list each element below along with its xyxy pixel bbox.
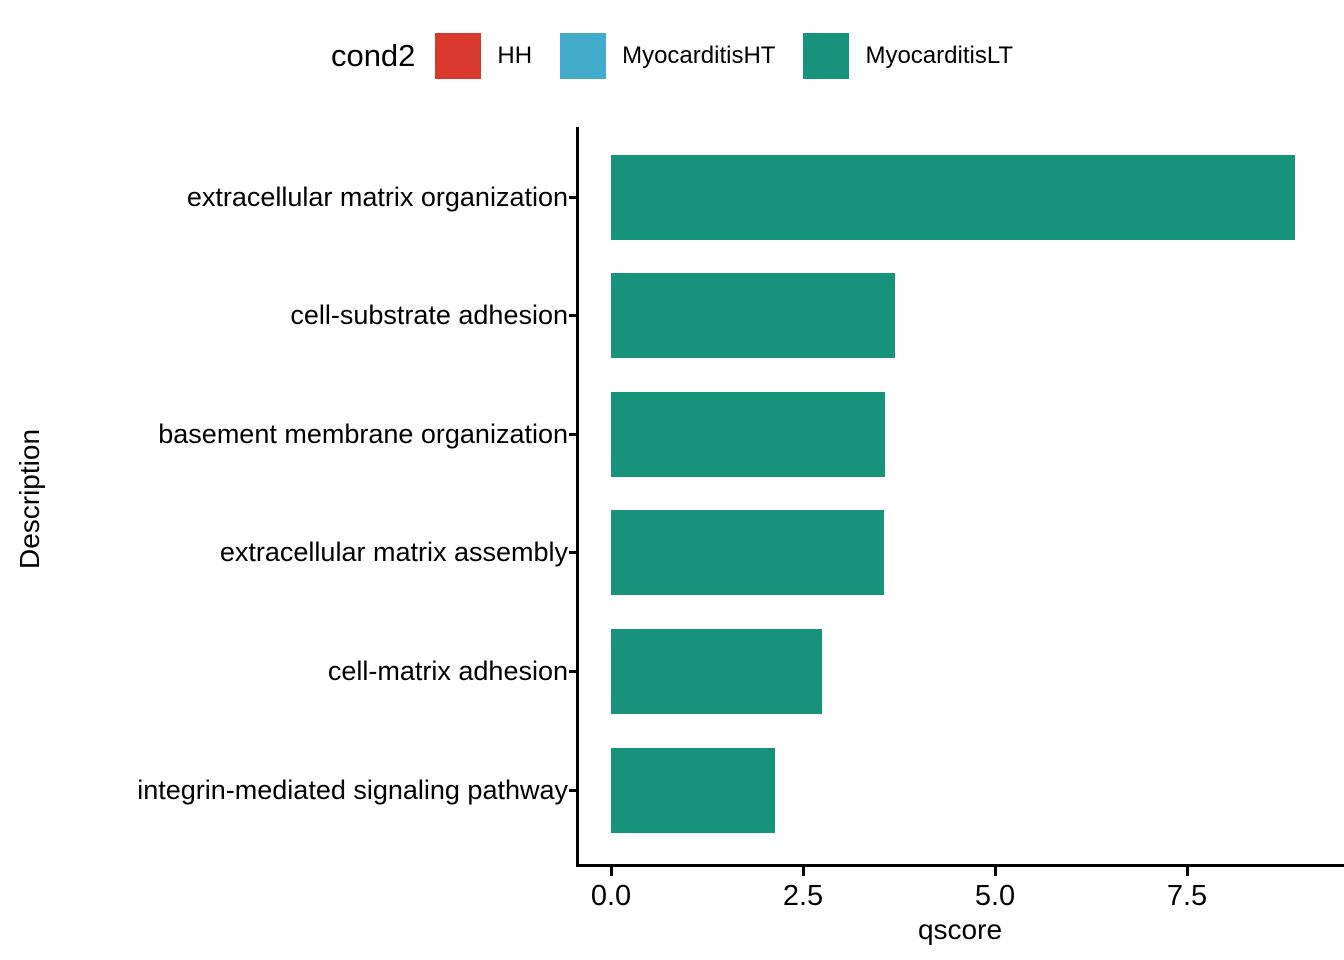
bar (611, 154, 1295, 240)
bar (611, 510, 884, 596)
legend-item-hh: HH (435, 33, 532, 79)
bar (611, 273, 896, 359)
x-axis-title: qscore (917, 914, 1003, 945)
bar (611, 628, 823, 714)
x-tick-label: 5.0 (974, 880, 1016, 912)
legend-swatch-myocarditislt (803, 33, 850, 79)
legend-title: cond2 (330, 38, 416, 73)
x-tick-mark (609, 867, 613, 876)
legend-label-myocarditislt: MyocarditisLT (865, 42, 1014, 69)
legend-swatch-hh (435, 33, 482, 79)
bar (611, 391, 886, 477)
y-tick-mark (569, 195, 576, 199)
x-tick-mark (801, 867, 805, 876)
y-axis-label: cell-matrix adhesion (327, 655, 568, 686)
bar (611, 747, 775, 833)
legend: cond2 HH MyocarditisHT MyocarditisLT (0, 26, 1344, 86)
x-tick-label: 2.5 (782, 880, 824, 912)
y-tick-mark (569, 314, 576, 318)
x-tick-label: 0.0 (590, 880, 632, 912)
y-tick-mark (569, 788, 576, 792)
x-tick-mark (1185, 867, 1189, 876)
x-tick-mark (993, 867, 997, 876)
x-axis-line (576, 864, 1344, 867)
y-axis-label: extracellular matrix assembly (219, 537, 568, 568)
legend-swatch-myocarditisht (560, 33, 607, 79)
y-axis-label: integrin-mediated signaling pathway (137, 774, 568, 805)
y-axis-line (576, 127, 579, 867)
y-axis-label: basement membrane organization (158, 418, 568, 449)
legend-item-myocarditislt: MyocarditisLT (803, 33, 1013, 79)
y-axis-label: cell-substrate adhesion (290, 300, 568, 331)
y-tick-mark (569, 669, 576, 673)
x-tick-label: 7.5 (1166, 880, 1208, 912)
y-axis-label: extracellular matrix organization (186, 181, 568, 212)
legend-label-myocarditisht: MyocarditisHT (622, 42, 776, 69)
y-tick-mark (569, 551, 576, 555)
y-axis-title: Description (14, 428, 45, 570)
legend-item-myocarditisht: MyocarditisHT (560, 33, 775, 79)
y-tick-mark (569, 432, 576, 436)
legend-label-hh: HH (497, 42, 533, 69)
